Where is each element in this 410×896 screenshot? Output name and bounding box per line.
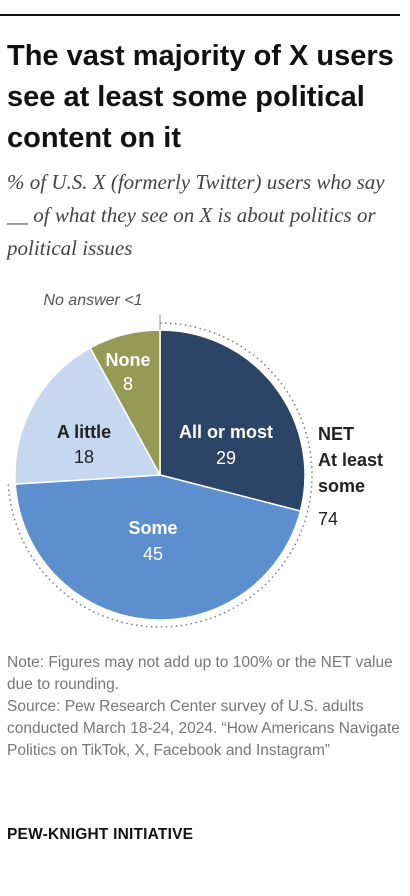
- slice-value-all-or-most: 29: [216, 448, 236, 468]
- net-bracket-arc: [7, 322, 313, 628]
- pie-chart: All or most 29 Some 45 A little 18 None 8 No ans…: [0, 280, 410, 630]
- slice-label-some: Some: [128, 518, 177, 538]
- chart-title: The vast majority of X users see at leas…: [7, 40, 394, 154]
- slice-label-none: None: [106, 350, 151, 370]
- net-value: 74: [318, 509, 338, 529]
- chart-notes: Note: Figures may not add up to 100% or …: [7, 652, 405, 762]
- pie-slice-all-or-most: [159, 329, 306, 512]
- note-text: Note: Figures may not add up to 100% or …: [7, 654, 393, 693]
- source-text: Source: Pew Research Center survey of U.…: [7, 698, 400, 759]
- no-answer-label: No answer <1: [43, 292, 142, 309]
- brand-label: PEW-KNIGHT INITIATIVE: [7, 826, 194, 843]
- pie-chart-svg: All or most 29 Some 45 A little 18 None 8 No ans…: [7, 292, 383, 628]
- chart-subtitle: % of U.S. X (formerly Twitter) users who…: [7, 170, 385, 260]
- slice-label-a-little: A little: [57, 422, 111, 442]
- net-label-line-3: some: [318, 476, 365, 496]
- slice-value-some: 45: [143, 544, 163, 564]
- pie-slice-none: [89, 329, 161, 476]
- top-rule: [0, 14, 400, 16]
- slice-value-none: 8: [123, 374, 133, 394]
- net-label-line-2: At least: [318, 450, 383, 470]
- slice-label-all-or-most: All or most: [179, 422, 273, 442]
- net-label-line-1: NET: [318, 424, 354, 444]
- slice-value-a-little: 18: [74, 447, 94, 467]
- pie-slice-some: [14, 474, 302, 621]
- pie-slice-a-little: [14, 346, 162, 485]
